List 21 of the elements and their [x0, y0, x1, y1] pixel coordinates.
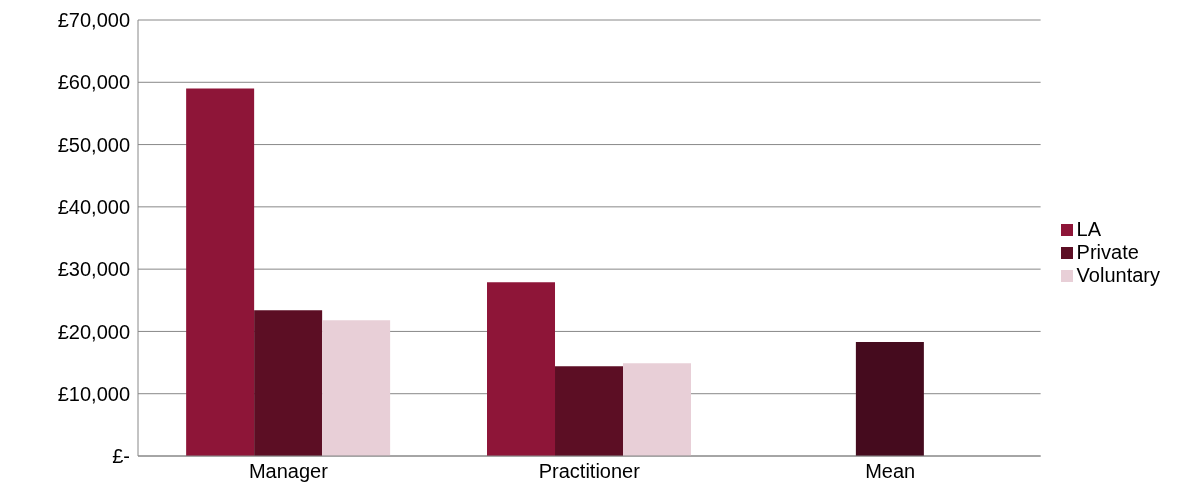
- y-tick-label: £60,000: [57, 71, 130, 94]
- y-tick-label: £20,000: [57, 320, 130, 343]
- bar: [186, 88, 255, 456]
- x-tick-label: Practitioner: [538, 460, 641, 483]
- legend-label: Private: [1076, 240, 1139, 263]
- y-tick-label: £50,000: [57, 133, 130, 156]
- bar: [623, 363, 692, 456]
- y-tick-label: £70,000: [57, 9, 130, 32]
- y-tick-label: £30,000: [57, 258, 130, 281]
- y-tick-label: £40,000: [57, 195, 130, 218]
- bar: [254, 310, 323, 456]
- bar: [487, 282, 556, 456]
- y-tick-label: £-: [112, 445, 130, 468]
- legend-label: Voluntary: [1076, 263, 1160, 286]
- bar: [855, 342, 924, 456]
- bar: [555, 366, 624, 456]
- x-tick-label: Mean: [865, 460, 916, 483]
- bar: [322, 320, 391, 456]
- legend-label: LA: [1076, 217, 1102, 240]
- y-tick-label: £10,000: [57, 382, 130, 405]
- x-tick-label: Manager: [248, 460, 329, 483]
